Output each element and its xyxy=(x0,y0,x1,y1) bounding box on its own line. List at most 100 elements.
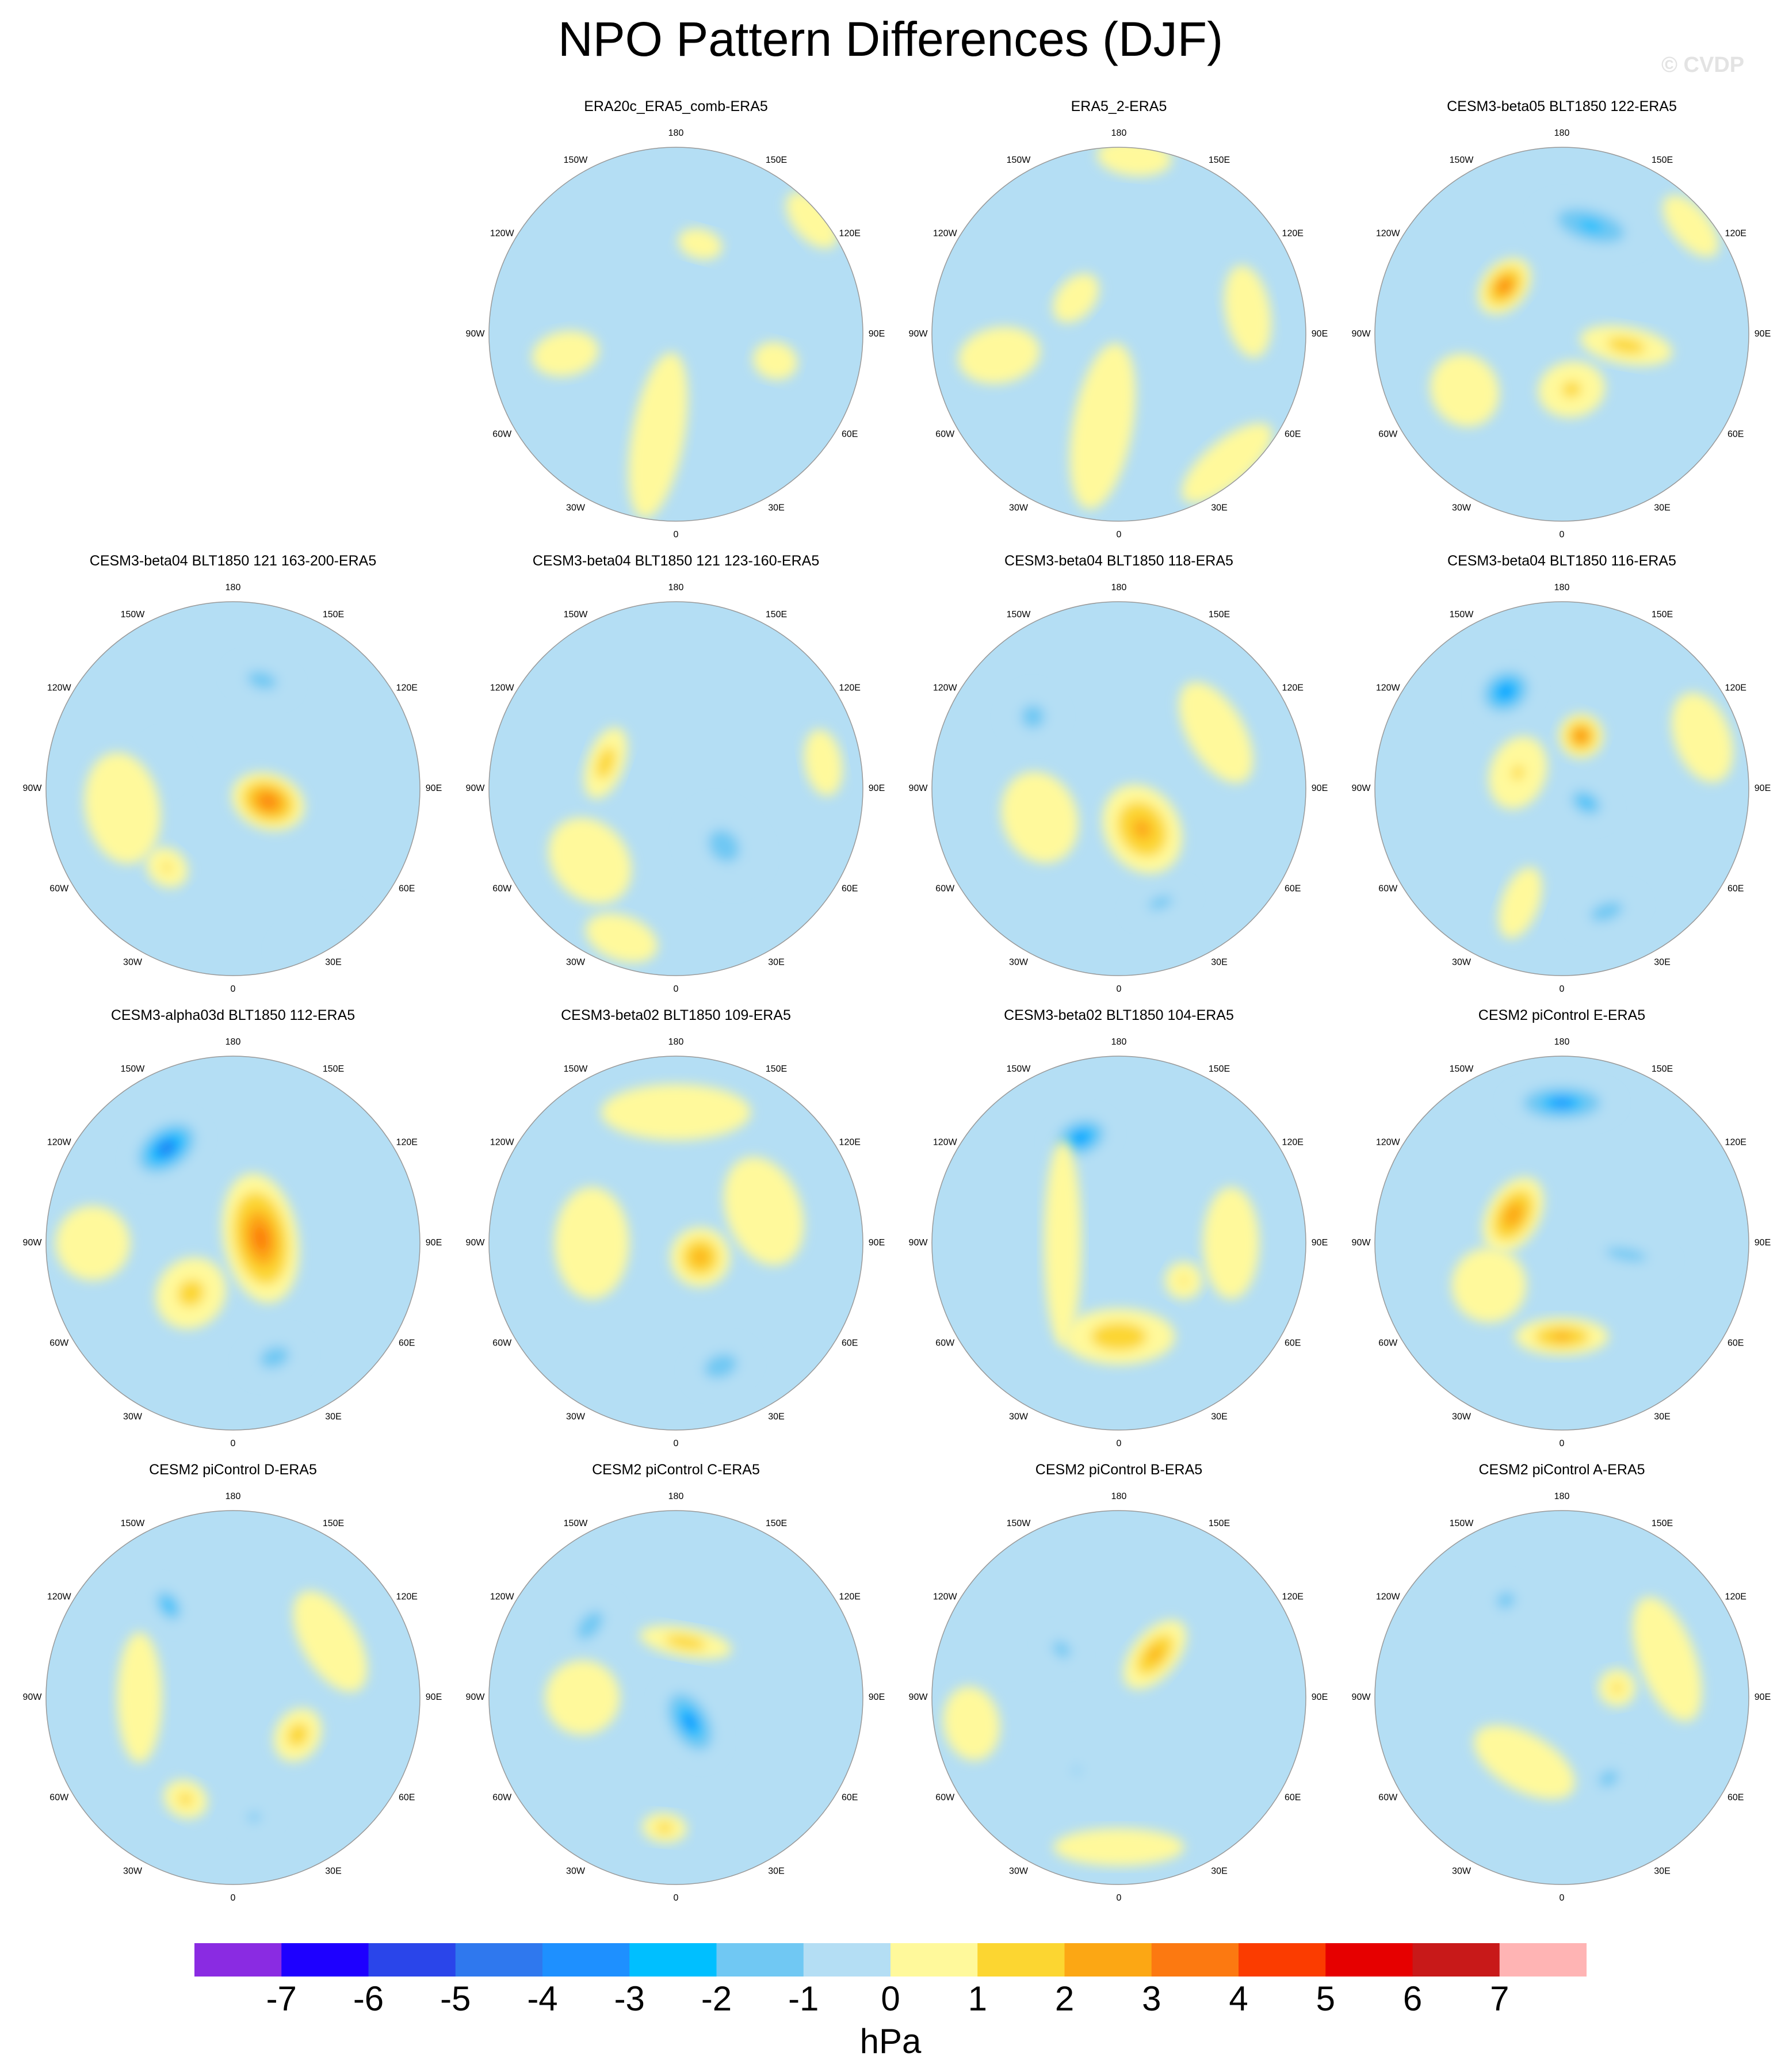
colorbar-tick-label: -3 xyxy=(614,1979,645,2018)
longitude-label: 150W xyxy=(121,610,146,620)
map-boundary xyxy=(488,1510,863,1885)
longitude-label: 30W xyxy=(1009,1866,1029,1876)
longitude-label: 150E xyxy=(323,1064,344,1074)
pressure-anomaly xyxy=(1474,1725,1575,1800)
anomaly-contour-band xyxy=(1179,682,1253,783)
panel-title: CESM3-alpha03d BLT1850 112-ERA5 xyxy=(110,1007,356,1023)
longitude-label: 90W xyxy=(1352,329,1371,339)
anomaly-contour-band xyxy=(683,1713,697,1730)
map-panel: CESM3-beta02 BLT1850 109-ERA5 180 150E 120E… xyxy=(454,1007,897,1461)
longitude-label: 90E xyxy=(426,1692,442,1702)
anomaly-contour-band xyxy=(724,1157,804,1266)
longitude-label: 90E xyxy=(869,1238,885,1248)
anomaly-contour-band xyxy=(1053,1828,1184,1866)
map-panel: CESM3-beta04 BLT1850 116-ERA5 180 150E 120E… xyxy=(1340,552,1781,1007)
colorbar-tick-label: 3 xyxy=(1142,1979,1161,2018)
longitude-label: 120E xyxy=(396,1138,418,1148)
pressure-anomaly xyxy=(1515,1318,1609,1355)
longitude-label: 0 xyxy=(674,1893,679,1903)
longitude-label: 60E xyxy=(399,1339,415,1348)
longitude-label: 150E xyxy=(766,1064,787,1074)
anomaly-contour-band xyxy=(943,1686,1000,1761)
pressure-anomaly xyxy=(548,817,632,904)
longitude-label: 60W xyxy=(492,1793,512,1803)
colorbar-units: hPa xyxy=(859,2022,922,2060)
anomaly-contour-band xyxy=(1578,219,1604,232)
longitude-label: 120W xyxy=(490,229,515,239)
anomaly-contour-band xyxy=(1133,819,1152,840)
colorbar-swatch xyxy=(716,1943,804,1977)
longitude-label: 30W xyxy=(1452,957,1472,967)
longitude-label: 150E xyxy=(1209,155,1230,165)
pressure-anomaly xyxy=(554,1187,629,1299)
longitude-label: 30W xyxy=(1009,1412,1029,1421)
longitude-label: 120E xyxy=(1725,683,1746,693)
map-background xyxy=(1375,1511,1749,1884)
longitude-label: 90E xyxy=(869,783,885,793)
anomaly-contour-band xyxy=(287,1723,309,1747)
longitude-label: 30E xyxy=(1654,1412,1670,1421)
pressure-anomaly xyxy=(155,1257,227,1329)
longitude-label: 60E xyxy=(1285,884,1301,894)
longitude-label: 30E xyxy=(1211,957,1227,967)
map-background xyxy=(932,147,1306,521)
pressure-anomaly xyxy=(1484,1580,1527,1620)
pressure-anomaly xyxy=(1102,784,1183,874)
polar-map: 180 150E 120E 90E 60E 30E 0 30W 60W 90W 120W 150W xyxy=(23,1037,442,1448)
longitude-label: 90E xyxy=(426,1238,442,1248)
anomaly-contour-band xyxy=(1497,1592,1515,1609)
longitude-label: 90E xyxy=(1755,1238,1771,1248)
pressure-anomaly xyxy=(670,1227,731,1287)
anomaly-contour-band xyxy=(1550,1098,1573,1108)
anomaly-contour-band xyxy=(596,747,616,779)
pressure-anomaly xyxy=(275,904,360,965)
anomaly-contour-band xyxy=(958,327,1040,384)
pressure-anomaly xyxy=(1224,265,1271,358)
anomaly-contour-band xyxy=(804,729,843,796)
pressure-anomaly xyxy=(1671,692,1733,783)
pressure-anomaly xyxy=(585,913,658,963)
pressure-anomaly xyxy=(231,772,305,831)
map-panel: CESM2 piControl D-ERA5 180 150E 120E 90E 60E 3… xyxy=(12,1461,454,1916)
anomaly-contour-band xyxy=(1182,423,1272,503)
polar-map: 180 150E 120E 90E 60E 30E 0 30W 60W 90W 120W 150W xyxy=(466,583,885,994)
pressure-anomaly xyxy=(273,1708,322,1762)
pressure-anomaly xyxy=(1558,713,1604,759)
longitude-label: 120E xyxy=(839,1138,861,1148)
pressure-anomaly xyxy=(1430,354,1500,427)
colorbar-swatch xyxy=(368,1943,456,1977)
map-boundary xyxy=(931,601,1306,976)
longitude-label: 120E xyxy=(1725,1592,1746,1602)
anomaly-contour-band xyxy=(159,1141,174,1155)
longitude-label: 120E xyxy=(1725,1138,1746,1148)
longitude-label: 60W xyxy=(935,1339,955,1348)
longitude-label: 120W xyxy=(1376,1138,1401,1148)
longitude-label: 150E xyxy=(1209,1064,1230,1074)
longitude-label: 180 xyxy=(668,1492,684,1501)
longitude-label: 90W xyxy=(466,1238,486,1248)
longitude-label: 60E xyxy=(1285,1793,1301,1803)
map-boundary xyxy=(1374,1056,1749,1431)
panel-title: CESM3-beta04 BLT1850 121 163-200-ERA5 xyxy=(89,553,377,569)
pressure-anomaly xyxy=(1505,1080,1618,1126)
anomaly-contour-band xyxy=(1451,1248,1527,1323)
longitude-label: 180 xyxy=(1554,128,1570,138)
anomaly-contour-band xyxy=(1001,771,1079,863)
longitude-label: 90W xyxy=(909,329,928,339)
longitude-label: 180 xyxy=(1554,1037,1570,1047)
anomaly-contour-band xyxy=(1053,1641,1071,1658)
anomaly-contour-band xyxy=(753,342,798,380)
panel-title: CESM2 piControl C-ERA5 xyxy=(592,1462,760,1478)
longitude-label: 30E xyxy=(768,1866,784,1876)
panel-title: CESM3-beta02 BLT1850 109-ERA5 xyxy=(561,1007,791,1023)
longitude-label: 150W xyxy=(1450,1519,1474,1528)
pressure-anomaly xyxy=(1560,781,1612,824)
longitude-label: 30E xyxy=(325,1412,341,1421)
map-background xyxy=(46,1511,420,1884)
anomaly-contour-band xyxy=(178,1792,193,1806)
pressure-anomaly xyxy=(1042,1631,1081,1668)
longitude-label: 180 xyxy=(668,583,684,592)
longitude-label: 150E xyxy=(1652,1064,1673,1074)
map-panel: CESM3-beta04 BLT1850 118-ERA5 180 150E 120E… xyxy=(897,552,1340,1007)
longitude-label: 60W xyxy=(1378,1793,1398,1803)
